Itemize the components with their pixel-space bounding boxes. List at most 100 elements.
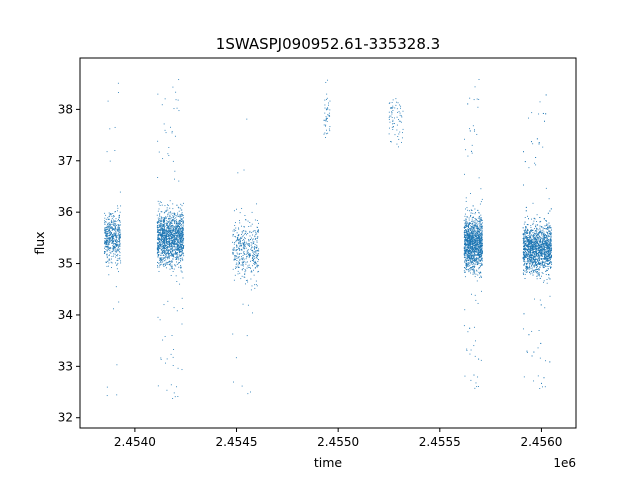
data-point bbox=[325, 137, 326, 138]
data-point bbox=[162, 234, 164, 236]
data-point bbox=[250, 260, 251, 262]
data-point bbox=[171, 248, 173, 250]
data-point bbox=[158, 230, 159, 232]
data-point bbox=[176, 252, 178, 254]
data-point bbox=[162, 257, 164, 259]
data-point bbox=[473, 250, 475, 252]
data-point bbox=[401, 137, 403, 139]
data-point bbox=[468, 252, 469, 254]
data-point bbox=[172, 219, 174, 220]
data-point bbox=[522, 328, 524, 330]
data-point bbox=[182, 236, 184, 238]
data-point bbox=[472, 265, 474, 267]
data-point bbox=[466, 238, 468, 240]
data-point bbox=[108, 222, 110, 224]
data-point bbox=[117, 82, 119, 84]
data-point bbox=[471, 217, 473, 218]
data-point bbox=[468, 245, 470, 247]
data-point bbox=[398, 119, 400, 120]
data-point bbox=[242, 259, 243, 261]
data-point bbox=[109, 214, 111, 216]
data-point bbox=[526, 233, 528, 235]
data-point bbox=[176, 258, 178, 260]
data-point bbox=[254, 258, 256, 260]
data-point bbox=[481, 257, 483, 259]
data-point bbox=[465, 264, 467, 266]
data-point bbox=[470, 239, 472, 241]
data-point bbox=[470, 251, 472, 253]
data-point bbox=[466, 225, 468, 227]
data-point bbox=[107, 219, 109, 220]
data-point bbox=[172, 231, 174, 233]
data-point bbox=[170, 227, 172, 229]
data-point bbox=[243, 245, 245, 247]
data-point bbox=[473, 345, 475, 347]
data-point bbox=[114, 253, 116, 255]
data-point bbox=[535, 264, 537, 266]
data-point bbox=[528, 268, 530, 270]
data-point bbox=[478, 215, 480, 217]
data-point bbox=[467, 250, 469, 251]
data-point bbox=[547, 236, 549, 238]
data-point bbox=[463, 254, 465, 256]
data-point bbox=[242, 230, 244, 232]
data-point bbox=[119, 248, 121, 250]
data-point bbox=[106, 245, 107, 247]
data-point bbox=[479, 231, 481, 233]
data-point bbox=[159, 247, 161, 249]
data-point bbox=[250, 225, 252, 227]
data-point bbox=[167, 234, 169, 235]
data-point bbox=[160, 217, 162, 219]
data-point bbox=[179, 215, 181, 217]
data-point bbox=[175, 226, 177, 228]
data-point bbox=[238, 256, 240, 258]
data-point bbox=[173, 256, 175, 258]
data-point bbox=[181, 205, 183, 207]
data-point bbox=[111, 230, 113, 231]
data-point bbox=[104, 251, 105, 253]
data-point bbox=[156, 221, 158, 223]
data-point bbox=[466, 259, 467, 261]
data-point bbox=[471, 231, 473, 233]
data-point bbox=[477, 244, 478, 245]
data-point bbox=[479, 251, 481, 253]
data-point bbox=[164, 233, 166, 235]
data-point bbox=[550, 262, 552, 263]
data-point bbox=[480, 252, 482, 254]
data-point bbox=[388, 127, 390, 129]
data-point bbox=[108, 218, 110, 220]
data-point bbox=[477, 251, 479, 253]
data-point bbox=[110, 234, 112, 236]
data-point bbox=[165, 230, 167, 232]
data-point bbox=[178, 230, 180, 232]
data-point bbox=[238, 263, 240, 265]
data-point bbox=[116, 242, 118, 244]
data-point bbox=[539, 257, 540, 259]
data-point bbox=[170, 253, 172, 255]
data-point bbox=[323, 133, 325, 135]
data-point bbox=[549, 230, 551, 232]
data-point bbox=[158, 250, 159, 252]
data-point bbox=[159, 226, 161, 228]
data-point bbox=[165, 244, 167, 246]
data-point bbox=[109, 231, 111, 233]
data-point bbox=[468, 252, 470, 254]
data-point bbox=[168, 227, 170, 229]
data-point bbox=[164, 219, 166, 220]
data-point bbox=[119, 220, 120, 222]
data-point bbox=[173, 213, 175, 215]
data-point bbox=[546, 251, 548, 252]
data-point bbox=[108, 242, 110, 244]
data-point bbox=[466, 239, 467, 241]
data-point bbox=[471, 226, 473, 228]
data-point bbox=[117, 92, 119, 93]
data-point bbox=[531, 261, 533, 263]
data-point bbox=[109, 225, 110, 227]
data-point bbox=[242, 255, 244, 256]
data-point bbox=[478, 235, 479, 237]
data-point bbox=[254, 246, 256, 248]
data-point bbox=[476, 256, 478, 258]
data-point bbox=[464, 260, 466, 262]
data-point bbox=[472, 221, 474, 223]
data-point bbox=[388, 133, 390, 135]
